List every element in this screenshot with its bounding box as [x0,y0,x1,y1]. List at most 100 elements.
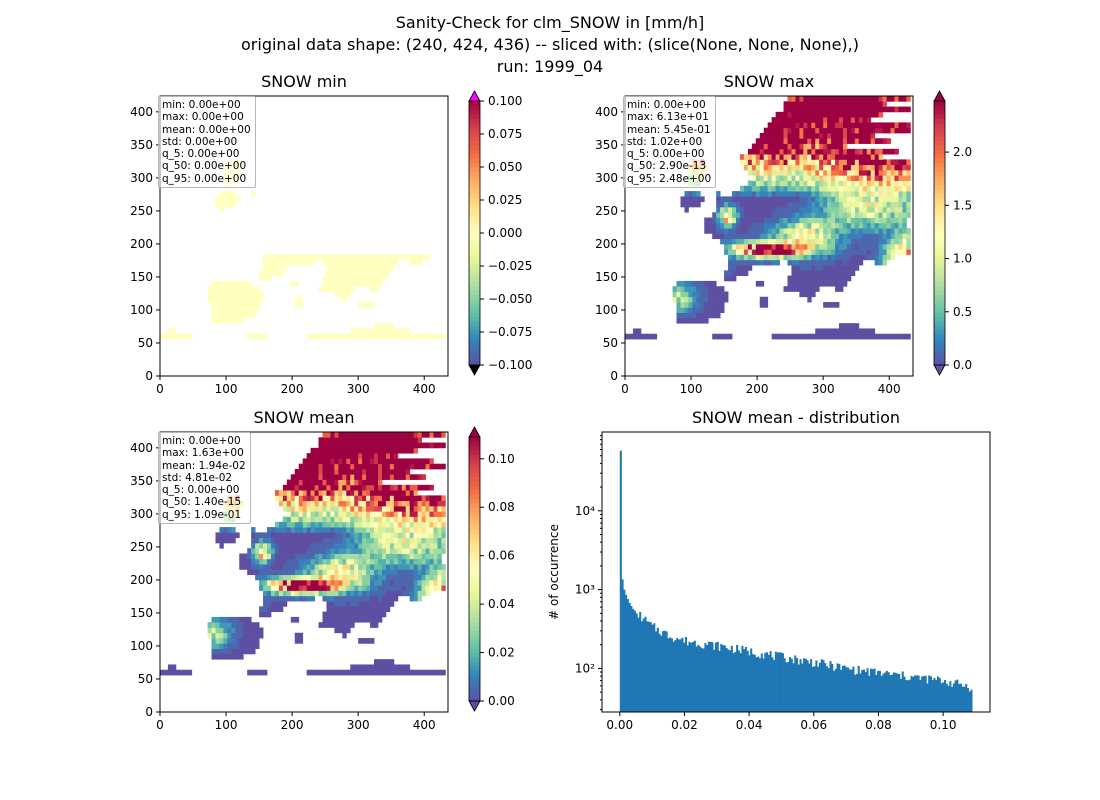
colorbar-tick-label: −0.075 [488,325,532,339]
histogram-bar [875,674,878,712]
histogram-bar [628,602,631,712]
histogram-bar [848,669,851,712]
colorbar-tick-label: 0.10 [488,452,515,466]
histogram-bar [845,667,848,712]
suptitle-line-2: original data shape: (240, 424, 436) -- … [241,35,859,54]
stat-line: q_50: 0.00e+00 [162,160,247,173]
histogram-bar [642,618,645,712]
y-tick-label: 50 [138,336,153,350]
histogram-bar [655,631,658,712]
colorbar-tick-label: 1.0 [953,252,972,266]
colorbar-mean [469,437,480,702]
x-tick-label: 300 [347,718,370,732]
y-tick-label: 0 [145,369,153,383]
y-tick-label: 10² [575,661,595,675]
histogram-bar [702,648,705,712]
histogram-bar [640,621,643,712]
y-tick-label: 200 [595,237,618,251]
histogram-bar [838,663,841,712]
stat-line: max: 0.00e+00 [162,111,244,124]
plot-title-snow-mean: SNOW mean [253,408,355,427]
histogram-bar [901,671,904,712]
stats-box-min: min: 0.00e+00 max: 0.00e+00 mean: 0.00e+… [158,96,256,189]
colorbar-tick-label: 0.02 [488,646,515,660]
stat-line: std: 4.81e-02 [162,471,233,484]
x-tick-label: 0.02 [671,718,698,732]
colorbar-tick-label: 2.0 [953,145,972,159]
histogram-bar [924,675,927,712]
histogram-bar [847,667,850,712]
histogram-bar [711,642,714,712]
histogram-bar [841,665,844,712]
histogram-bar [692,641,695,712]
histogram-bar [938,677,941,712]
histogram-bar [855,673,858,712]
histogram-bar [737,650,740,712]
histogram-bar [714,642,717,712]
histogram-bar [718,650,721,712]
histogram-bar [734,651,737,712]
histogram-bar [729,650,732,712]
histogram-bar [690,642,693,712]
histogram-bar [903,676,906,712]
y-tick-label: 0 [610,369,618,383]
histogram-bar [755,657,758,712]
histogram-bar [776,652,779,712]
x-tick-label: 100 [215,382,238,396]
plot-title-snow-min: SNOW min [261,72,347,91]
histogram-bar [679,639,682,712]
y-tick-label: 10³ [575,583,595,597]
histogram-bar [748,655,751,712]
x-tick-label: 400 [878,382,901,396]
histogram-bar [713,649,716,712]
histogram-bar [676,638,679,712]
histogram-bar [922,676,925,712]
histogram-bar [732,653,735,712]
histogram-bar [958,683,961,712]
histogram-bar [857,665,860,712]
histogram-bar [792,663,795,712]
histogram-bar [945,683,948,712]
histogram-bar [656,627,659,712]
y-tick-label: 300 [130,507,153,521]
histogram-bar [781,653,784,712]
histogram-bar [670,638,673,712]
stat-line: q_50: 2.90e-13 [627,160,707,173]
histogram-bar [885,670,888,712]
histogram-bar [695,646,698,712]
stats-box-mean: min: 0.00e+00 max: 1.63e+00 mean: 1.94e-… [158,432,251,525]
histogram-bar [966,688,969,712]
y-tick-label: 350 [130,474,153,488]
y-tick-label: 150 [595,270,618,284]
map-axes-frame [159,95,449,377]
histogram-bar [797,664,800,712]
histogram-bar [658,633,661,712]
stat-line: mean: 5.45e-01 [627,123,711,136]
x-tick-label: 0.10 [930,718,957,732]
y-tick-label: 10⁴ [575,504,595,518]
y-tick-label: 350 [130,138,153,152]
histogram-bar [684,636,688,712]
histogram-bar [788,657,792,712]
y-tick-label: 150 [130,606,153,620]
colorbar-extend-top [468,90,481,102]
histogram-bar [899,678,903,712]
histogram-bar [926,683,929,712]
histogram-bar [866,668,869,712]
colorbar-extend-bottom [468,364,481,376]
x-tick-label: 0 [156,382,164,396]
histogram-bar [859,673,862,712]
suptitle-line-1: Sanity-Check for clm_SNOW in [mm/h] [395,13,705,32]
x-tick-label: 200 [281,382,304,396]
colorbar-tick-label: −0.025 [488,259,532,273]
histogram-bar [706,645,709,712]
histogram-bar [908,679,911,712]
histogram-bar [778,652,781,712]
stat-line: q_95: 0.00e+00 [162,172,247,185]
x-tick-label: 0 [621,382,629,396]
histogram-bar [635,613,638,712]
y-tick-label: 400 [595,105,618,119]
histogram-bar [744,647,747,712]
colorbar-tick-label: 0.04 [488,597,515,611]
map-max-image [625,96,911,340]
